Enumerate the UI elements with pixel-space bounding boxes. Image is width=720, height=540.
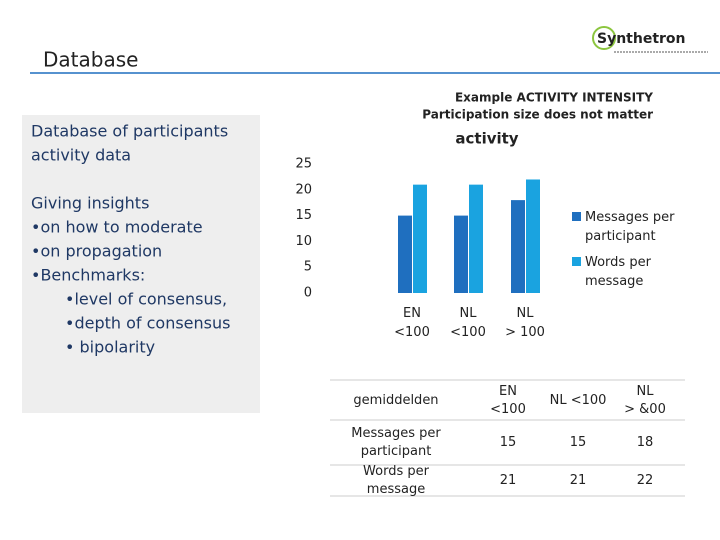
sidebar-text: •Benchmarks: [31,266,145,285]
table-cell: gemiddelden [353,393,438,408]
slide-title: Database [43,48,138,72]
sidebar-box [22,115,260,413]
chart-subtitle: Example ACTIVITY INTENSITY [455,91,653,105]
sidebar-text: •on propagation [31,242,162,261]
bar [526,179,540,293]
y-tick-label: 10 [295,234,312,249]
table-cell: Messages per participant [351,426,441,459]
sidebar-text: Giving insights [31,194,149,213]
y-tick-label: 15 [295,208,312,223]
table-cell: 15 [570,435,587,450]
sidebar-text: • bipolarity [65,338,155,357]
y-tick-label: 5 [304,260,312,275]
logo-ring [592,26,616,50]
bar [398,215,412,293]
sidebar-text: •on how to moderate [31,218,203,237]
y-tick-label: 0 [304,286,312,301]
y-tick-label: 20 [295,182,312,197]
sidebar-text: Database of participants [31,122,228,141]
bar [413,184,427,293]
table-cell: NL <100 [550,393,607,408]
table-cell: 21 [500,473,517,488]
sidebar-text: •depth of consensus [65,314,230,333]
sidebar-text: activity data [31,146,131,165]
y-tick-label: 25 [295,157,312,172]
logo: Synthetron [597,31,686,47]
table: gemiddelden EN <100 NL <100 NL > &00 Messages … [330,379,685,497]
legend-label: Words per message [585,255,652,289]
sidebar-text: •level of consensus, [65,290,227,309]
table-cell: EN <100 [490,384,526,417]
table-cell: 21 [570,473,587,488]
legend-label: Messages per participant [585,210,675,244]
bar [511,200,525,293]
table-cell: 18 [637,435,654,450]
table-cell: 22 [637,473,654,488]
chart-subtitle: Participation size does not matter [422,108,653,122]
table-cell: Words per message [363,464,430,497]
chart: 0 5 10 15 20 25 EN <100 NL <100 NL > 100 Messages pe… [295,157,675,340]
table-cell: NL > &00 [624,384,666,417]
x-tick-label: NL > 100 [505,306,545,340]
bar [454,215,468,293]
chart-title: activity [455,130,518,148]
x-tick-label: EN <100 [394,306,430,340]
bar [469,184,483,293]
legend-swatch [572,212,581,221]
legend-swatch [572,257,581,266]
table-cell: 15 [500,435,517,450]
x-tick-label: NL <100 [450,306,486,340]
